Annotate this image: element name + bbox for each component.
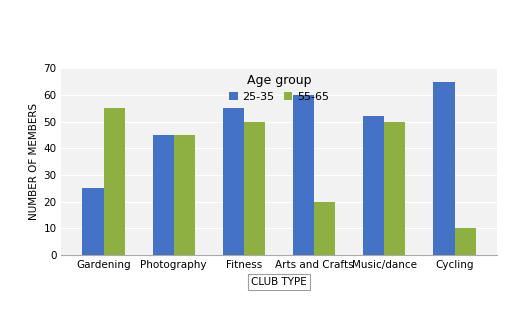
Bar	[293, 95, 314, 255]
Legend: 25-35, 55-65: 25-35, 55-65	[226, 70, 332, 105]
Bar	[244, 122, 265, 255]
Bar	[153, 135, 174, 255]
Bar	[314, 202, 335, 255]
Bar	[223, 109, 244, 255]
X-axis label: CLUB TYPE: CLUB TYPE	[251, 277, 307, 287]
Bar	[385, 122, 406, 255]
Bar	[455, 228, 476, 255]
Y-axis label: NUMBER OF MEMBERS: NUMBER OF MEMBERS	[29, 103, 39, 220]
Bar	[103, 109, 124, 255]
Bar	[434, 82, 455, 255]
Bar	[82, 188, 103, 255]
Bar	[174, 135, 195, 255]
Bar	[364, 116, 385, 255]
